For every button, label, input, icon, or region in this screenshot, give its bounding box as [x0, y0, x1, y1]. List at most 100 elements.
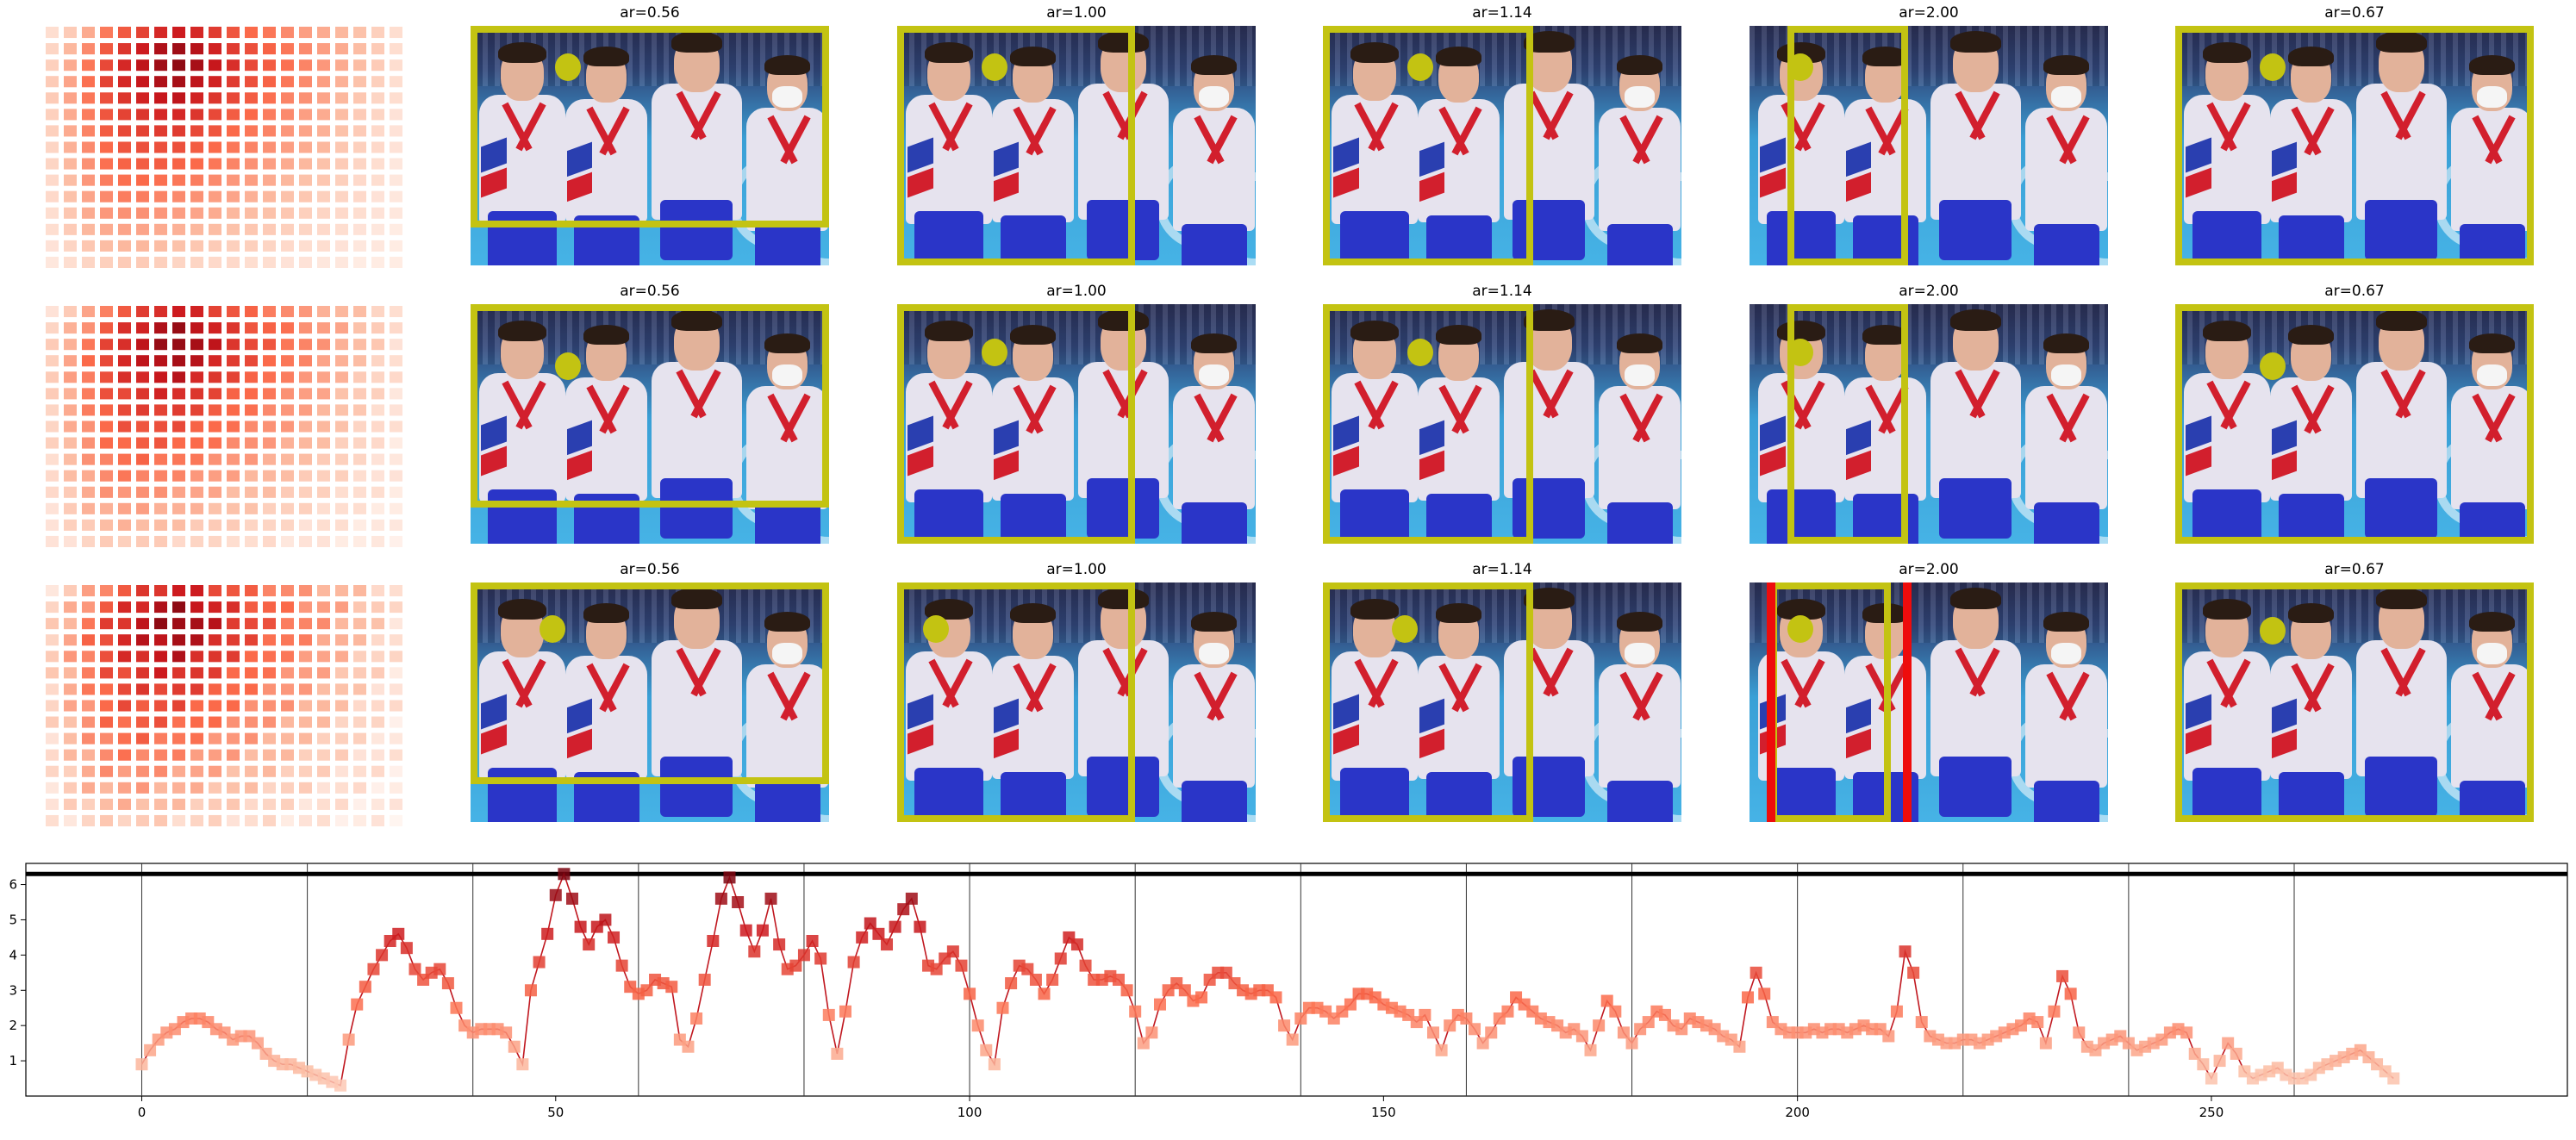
heatmap-cell: [263, 76, 276, 88]
heatmap-cell: [46, 749, 59, 761]
heatmap-cell: [190, 765, 203, 777]
heatmap-cell: [82, 404, 95, 416]
crop-box: [1787, 304, 1908, 544]
heatmap-cell: [118, 207, 131, 219]
heatmap-cell: [299, 700, 312, 712]
heatmap-cell: [82, 92, 95, 104]
heatmap-cell: [82, 519, 95, 531]
heatmap-cell: [227, 683, 240, 695]
heatmap-cell: [390, 92, 402, 104]
data-point: [1642, 1016, 1655, 1029]
data-point: [1625, 1037, 1638, 1050]
data-point: [1178, 984, 1191, 997]
heatmap-cell: [390, 141, 402, 153]
heatmap-cell: [46, 683, 59, 695]
heatmap-cell: [281, 486, 294, 498]
heatmap-cell: [263, 27, 276, 39]
heatmap-cell: [227, 535, 240, 547]
heatmap-cell: [190, 76, 203, 88]
heatmap-cell: [371, 749, 384, 761]
y-tick-label: 3: [9, 982, 17, 998]
heatmap-cell: [118, 190, 131, 202]
focus-point-marker: [982, 53, 1007, 81]
heatmap-cell: [317, 43, 330, 55]
data-point: [946, 945, 959, 958]
heatmap-cell: [190, 732, 203, 744]
heatmap-cell: [299, 651, 312, 663]
heatmap-cell: [118, 240, 131, 252]
heatmap-cell: [100, 634, 113, 646]
heatmap-cell: [209, 141, 221, 153]
heatmap-cell: [299, 683, 312, 695]
focus-point-marker: [2260, 53, 2286, 81]
data-point: [441, 977, 454, 990]
heatmap-cell: [335, 814, 348, 826]
heatmap-cell: [100, 306, 113, 318]
heatmap-cell: [209, 158, 221, 170]
data-point: [1675, 1023, 1688, 1036]
heatmap-cell: [136, 716, 149, 728]
heatmap-cell: [190, 486, 203, 498]
heatmap-cell: [353, 634, 366, 646]
heatmap-cell: [353, 92, 366, 104]
heatmap-cell: [209, 814, 221, 826]
heatmap-cell: [317, 601, 330, 614]
heatmap-cell: [190, 190, 203, 202]
heatmap-cell: [82, 502, 95, 514]
heatmap-cell: [154, 27, 167, 39]
heatmap-cell: [46, 404, 59, 416]
heatmap-cell: [136, 322, 149, 334]
heatmap-cell: [281, 535, 294, 547]
heatmap-cell: [299, 256, 312, 268]
heatmap-cell: [281, 700, 294, 712]
heatmap-cell: [209, 453, 221, 465]
data-point: [839, 1005, 851, 1018]
data-point: [599, 913, 612, 926]
heatmap-cell: [371, 174, 384, 186]
heatmap-cell: [353, 158, 366, 170]
heatmap-cell: [46, 109, 59, 121]
heatmap-cell: [64, 223, 77, 235]
heatmap-cell: [335, 158, 348, 170]
heatmap-cell: [118, 59, 131, 72]
heatmap-cell: [172, 322, 185, 334]
panel-title: ar=0.67: [2324, 283, 2385, 300]
panel-title: ar=0.56: [620, 4, 680, 22]
focus-point-marker: [555, 53, 581, 81]
heatmap-cell: [190, 814, 203, 826]
heatmap-cell: [172, 240, 185, 252]
heatmap-cell: [390, 437, 402, 449]
data-point: [433, 962, 446, 975]
heatmap-cell: [371, 683, 384, 695]
heatmap-cell: [245, 27, 258, 39]
heatmap-cell: [299, 732, 312, 744]
heatmap-cell: [263, 371, 276, 383]
heatmap-cell: [190, 109, 203, 121]
panel-title: ar=0.67: [2324, 4, 2385, 22]
heatmap-cell: [263, 749, 276, 761]
heatmap-cell: [64, 27, 77, 39]
heatmap-cell: [100, 141, 113, 153]
heatmap-cell: [118, 174, 131, 186]
data-point: [1029, 974, 1042, 986]
heatmap-cell: [390, 814, 402, 826]
heatmap-cell: [172, 437, 185, 449]
heatmap-cell: [281, 634, 294, 646]
heatmap-cell: [317, 437, 330, 449]
heatmap-cell: [136, 306, 149, 318]
heatmap-cell: [136, 43, 149, 55]
data-point: [690, 1012, 703, 1025]
heatmap-cell: [317, 502, 330, 514]
attention-heatmap-row-2: [46, 306, 402, 547]
data-point: [732, 896, 745, 908]
heatmap-cell: [335, 716, 348, 728]
heatmap-cell: [353, 371, 366, 383]
heatmap-cell: [190, 223, 203, 235]
heatmap-cell: [172, 371, 185, 383]
heatmap-cell: [46, 158, 59, 170]
heatmap-cell: [154, 306, 167, 318]
heatmap-cell: [353, 27, 366, 39]
data-point: [1584, 1043, 1597, 1056]
heatmap-cell: [209, 601, 221, 614]
heatmap-cell: [245, 601, 258, 614]
